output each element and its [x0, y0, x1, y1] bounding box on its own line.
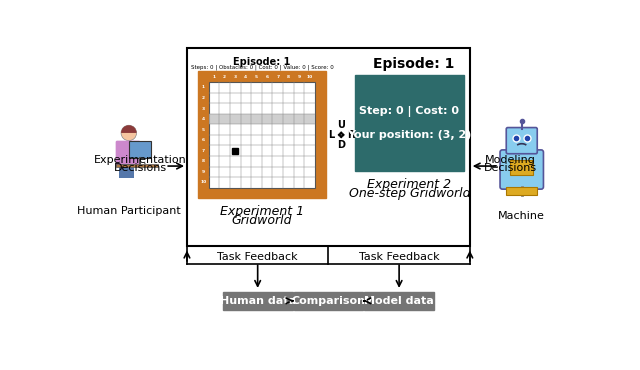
Text: 8: 8: [202, 159, 205, 163]
FancyBboxPatch shape: [500, 150, 543, 189]
Text: 9: 9: [202, 170, 205, 174]
Text: Steps: 0 | Obstacles: 0 | Cost: 0 | Value: 0 | Score: 0: Steps: 0 | Obstacles: 0 | Cost: 0 | Valu…: [191, 64, 333, 70]
Bar: [506, 187, 537, 195]
Text: Modeling: Modeling: [484, 155, 536, 165]
Text: 3: 3: [234, 75, 237, 79]
Text: 1: 1: [212, 75, 216, 79]
Text: 2: 2: [223, 75, 226, 79]
Bar: [129, 141, 150, 158]
Text: 7: 7: [276, 75, 279, 79]
Text: Experimentation: Experimentation: [94, 155, 187, 165]
Text: Comparison: Comparison: [291, 296, 365, 306]
Text: Model data: Model data: [364, 296, 434, 306]
Text: U: U: [337, 120, 345, 130]
Text: Gridworld: Gridworld: [232, 214, 292, 227]
Bar: [223, 292, 292, 310]
Text: 10: 10: [200, 180, 206, 184]
Text: 5: 5: [202, 128, 205, 132]
Bar: [116, 164, 158, 167]
Bar: [209, 114, 315, 124]
Text: Human data: Human data: [220, 296, 296, 306]
Circle shape: [121, 125, 136, 141]
Bar: [510, 160, 533, 175]
Text: 4: 4: [202, 117, 205, 121]
Text: 7: 7: [202, 149, 205, 153]
Text: Machine: Machine: [499, 212, 545, 222]
Text: 5: 5: [255, 75, 258, 79]
Text: Human Participant: Human Participant: [77, 206, 180, 216]
Text: Experiment 2: Experiment 2: [367, 178, 451, 191]
Text: 4: 4: [244, 75, 248, 79]
Text: Your position: (3, 2): Your position: (3, 2): [347, 130, 472, 140]
Text: 6: 6: [266, 75, 269, 79]
Bar: [294, 292, 364, 310]
Text: Task Feedback: Task Feedback: [359, 252, 440, 262]
Text: 3: 3: [202, 107, 205, 111]
Text: 2: 2: [202, 96, 205, 100]
Text: Episode: 1: Episode: 1: [372, 57, 454, 71]
Bar: [209, 82, 315, 188]
Text: Decisions: Decisions: [114, 163, 167, 173]
Bar: [187, 48, 470, 246]
Text: Task Feedback: Task Feedback: [218, 252, 298, 262]
Text: R: R: [348, 130, 355, 140]
Text: Decisions: Decisions: [484, 163, 537, 173]
Bar: [355, 75, 463, 171]
Text: L: L: [328, 130, 334, 140]
Text: D: D: [337, 140, 345, 150]
Text: 1: 1: [202, 85, 205, 90]
Text: 8: 8: [287, 75, 290, 79]
Text: Experiment 1: Experiment 1: [220, 205, 304, 218]
Bar: [198, 71, 326, 198]
FancyBboxPatch shape: [506, 128, 537, 154]
FancyBboxPatch shape: [119, 164, 134, 178]
Text: 6: 6: [202, 138, 205, 142]
Bar: [364, 292, 434, 310]
Text: 9: 9: [298, 75, 300, 79]
Text: 10: 10: [307, 75, 313, 79]
Text: One-step Gridworld: One-step Gridworld: [349, 187, 470, 200]
Text: Episode: 1: Episode: 1: [234, 57, 291, 67]
FancyBboxPatch shape: [116, 141, 140, 165]
Text: Step: 0 | Cost: 0: Step: 0 | Cost: 0: [360, 106, 460, 117]
Wedge shape: [121, 125, 136, 133]
